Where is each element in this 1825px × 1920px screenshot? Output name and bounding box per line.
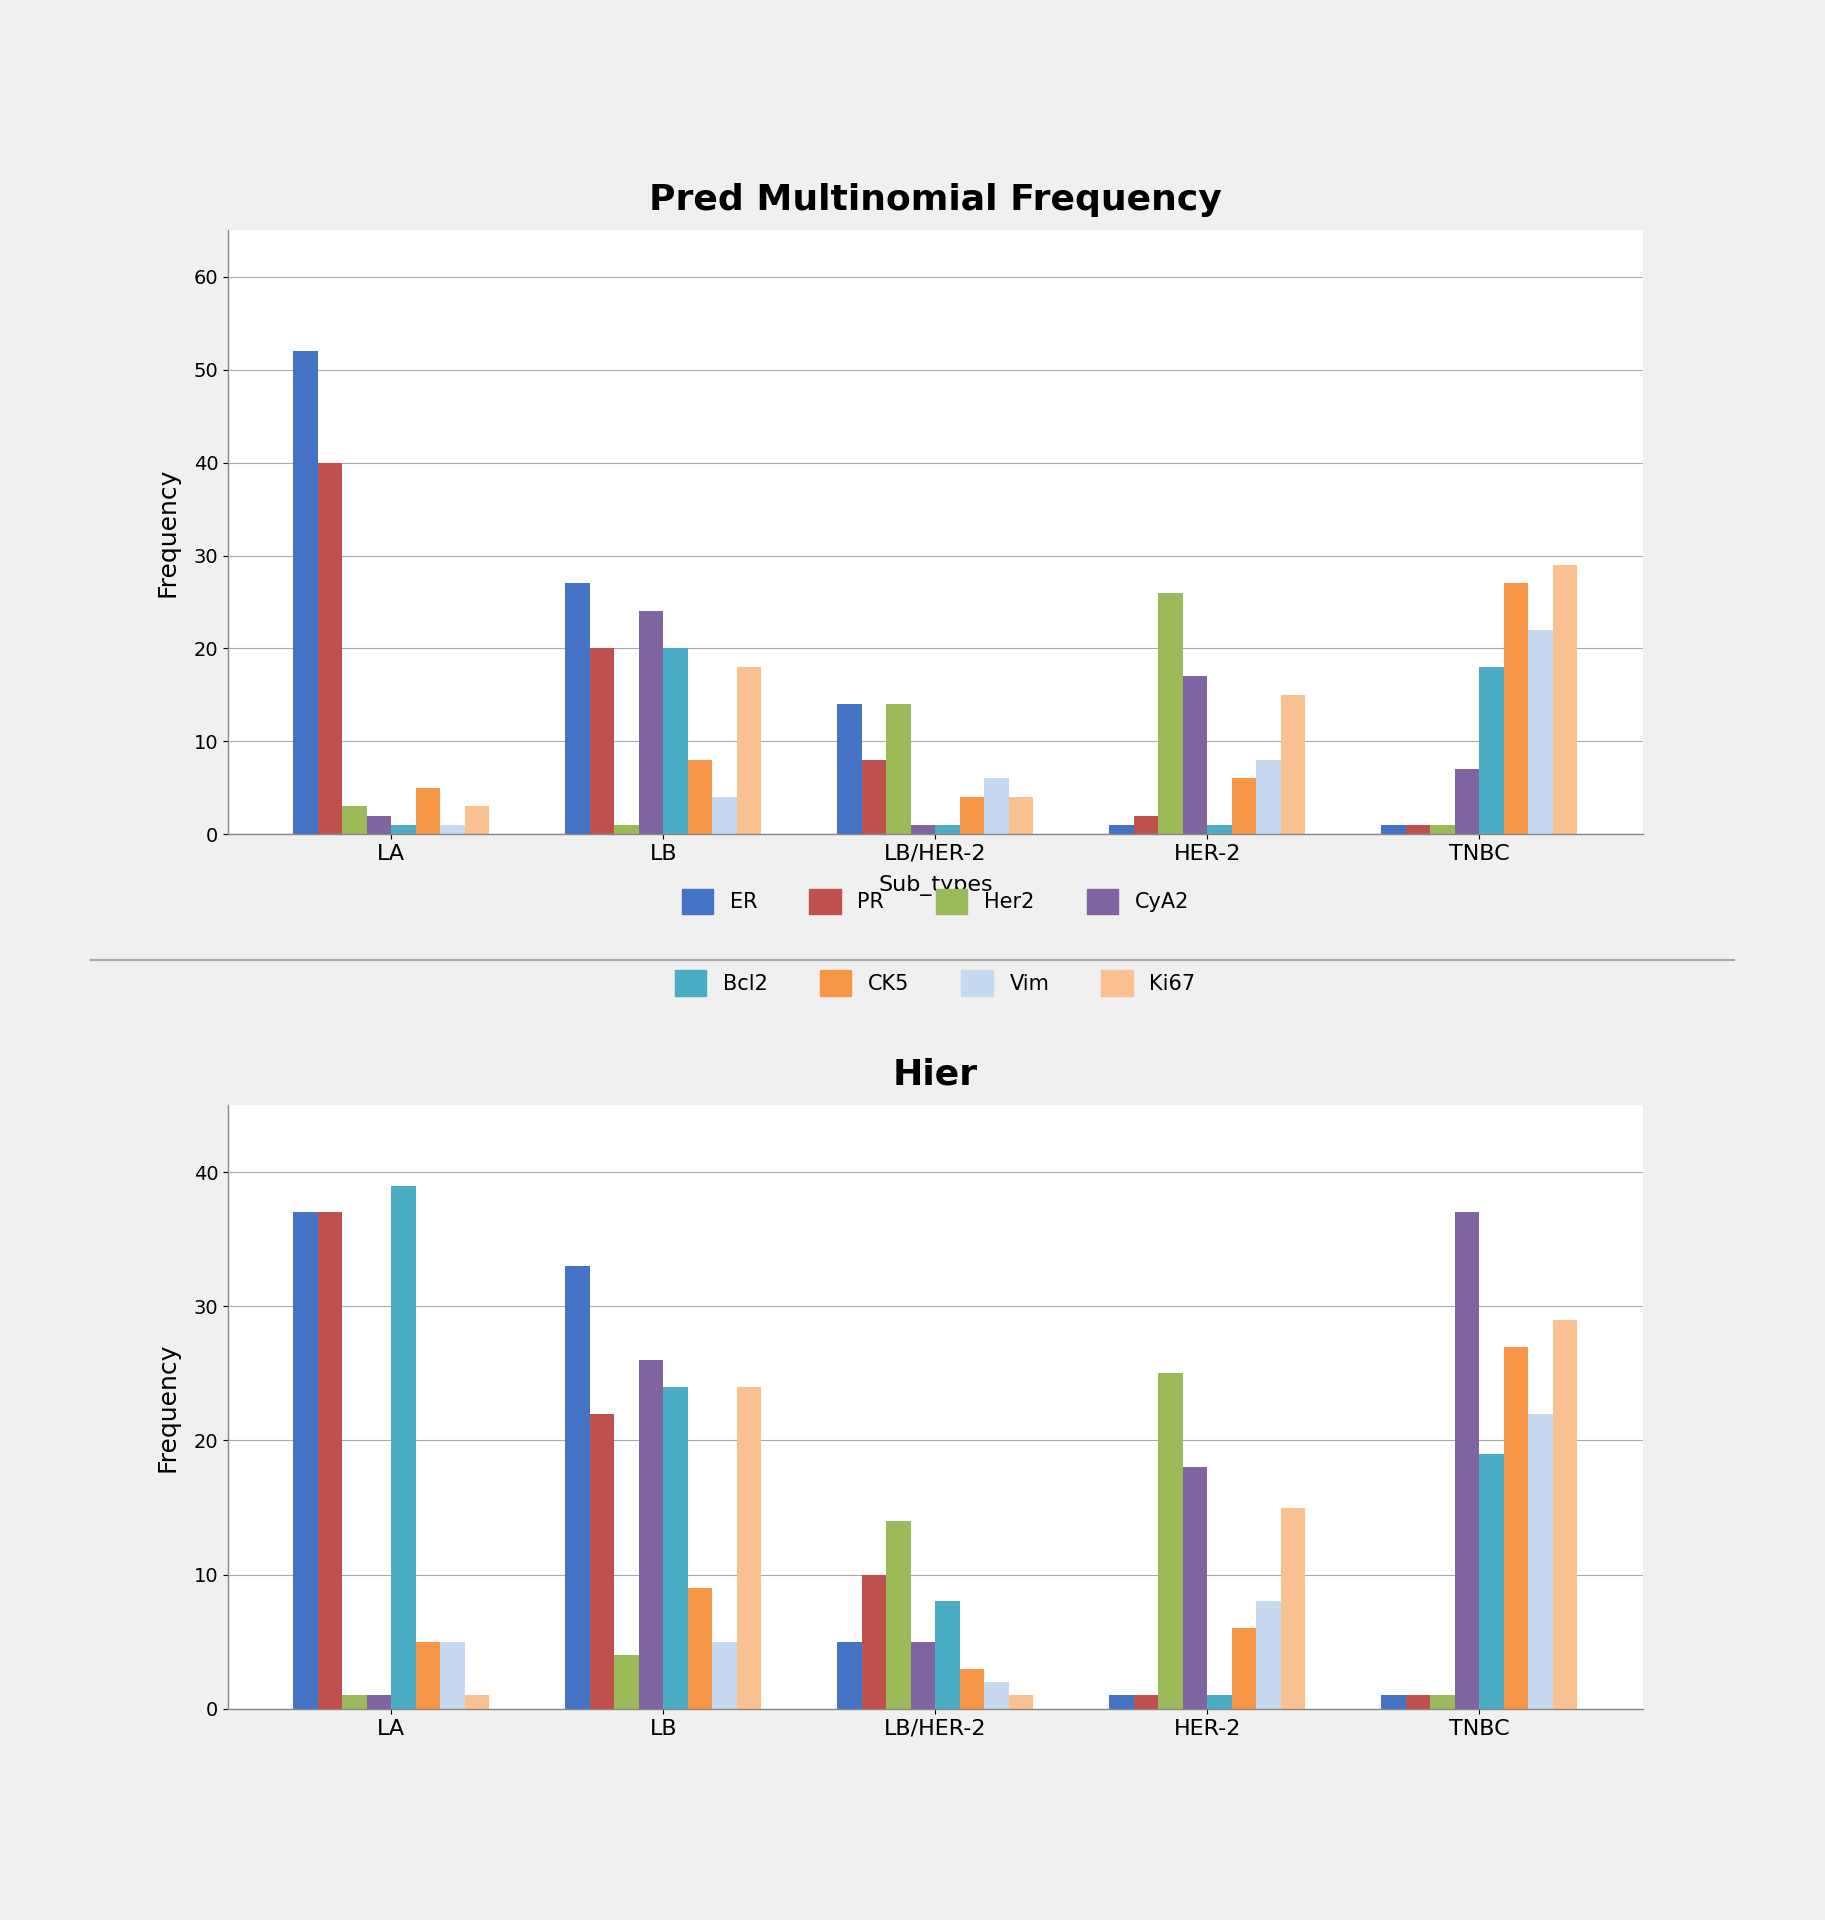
Bar xyxy=(440,826,465,833)
Title: Hier: Hier xyxy=(892,1058,978,1091)
Bar xyxy=(712,1642,737,1709)
Bar xyxy=(391,826,416,833)
Bar xyxy=(838,705,861,833)
Bar xyxy=(887,1521,911,1709)
Bar xyxy=(1480,666,1504,833)
Bar xyxy=(1183,676,1208,833)
Bar xyxy=(318,463,343,833)
Bar xyxy=(566,1265,589,1709)
Bar xyxy=(589,649,615,833)
Bar xyxy=(1159,593,1183,833)
Bar xyxy=(391,1185,416,1709)
Bar xyxy=(1208,1695,1232,1709)
Bar xyxy=(1382,826,1405,833)
Bar xyxy=(936,826,960,833)
Bar xyxy=(688,1588,712,1709)
Bar xyxy=(1009,797,1033,833)
Bar xyxy=(1281,1507,1305,1709)
Bar xyxy=(465,1695,489,1709)
Bar xyxy=(838,1642,861,1709)
Bar xyxy=(1183,1467,1208,1709)
Bar xyxy=(737,1386,761,1709)
Bar xyxy=(294,1212,318,1709)
Bar xyxy=(639,611,662,833)
Bar xyxy=(1553,564,1577,833)
Bar xyxy=(367,816,391,833)
Bar xyxy=(1208,826,1232,833)
Bar xyxy=(1405,826,1431,833)
Bar xyxy=(1480,1453,1504,1709)
Bar xyxy=(960,1668,984,1709)
Bar xyxy=(1504,584,1528,833)
Bar xyxy=(566,584,589,833)
Bar xyxy=(1455,1212,1480,1709)
Bar xyxy=(1133,1695,1159,1709)
Bar xyxy=(861,760,887,833)
Bar xyxy=(1256,1601,1281,1709)
Bar xyxy=(911,1642,936,1709)
Bar xyxy=(343,806,367,833)
Bar xyxy=(1431,1695,1455,1709)
Title: Pred Multinomial Frequency: Pred Multinomial Frequency xyxy=(650,182,1221,217)
Bar xyxy=(294,351,318,833)
Bar xyxy=(343,1695,367,1709)
Bar xyxy=(688,760,712,833)
Bar xyxy=(984,1682,1009,1709)
Bar xyxy=(911,826,936,833)
Bar xyxy=(1009,1695,1033,1709)
Bar xyxy=(737,666,761,833)
Bar xyxy=(1405,1695,1431,1709)
Bar xyxy=(1133,816,1159,833)
Bar xyxy=(1455,770,1480,833)
Bar xyxy=(1553,1319,1577,1709)
Bar xyxy=(960,797,984,833)
Y-axis label: Frequency: Frequency xyxy=(155,468,181,597)
Bar xyxy=(1528,1413,1553,1709)
Bar xyxy=(1256,760,1281,833)
Bar xyxy=(712,797,737,833)
Y-axis label: Frequency: Frequency xyxy=(155,1342,181,1471)
Bar xyxy=(1431,826,1455,833)
Bar xyxy=(662,1386,688,1709)
Bar xyxy=(416,1642,440,1709)
Bar xyxy=(440,1642,465,1709)
Bar xyxy=(1159,1373,1183,1709)
Bar xyxy=(984,778,1009,833)
X-axis label: Sub_types: Sub_types xyxy=(878,876,993,897)
Bar xyxy=(465,806,489,833)
Bar xyxy=(1504,1346,1528,1709)
Bar xyxy=(1232,778,1256,833)
Legend: Bcl2, CK5, Vim, Ki67: Bcl2, CK5, Vim, Ki67 xyxy=(666,962,1204,1004)
Bar xyxy=(1528,630,1553,833)
Bar xyxy=(639,1359,662,1709)
Bar xyxy=(662,649,688,833)
Bar xyxy=(615,826,639,833)
Bar xyxy=(1110,826,1133,833)
Bar xyxy=(936,1601,960,1709)
Bar xyxy=(1281,695,1305,833)
Bar xyxy=(318,1212,343,1709)
Bar xyxy=(589,1413,615,1709)
Bar xyxy=(1232,1628,1256,1709)
Bar xyxy=(1382,1695,1405,1709)
Bar xyxy=(367,1695,391,1709)
Bar xyxy=(887,705,911,833)
Bar xyxy=(416,787,440,833)
Bar xyxy=(861,1574,887,1709)
Bar xyxy=(1110,1695,1133,1709)
Bar xyxy=(615,1655,639,1709)
